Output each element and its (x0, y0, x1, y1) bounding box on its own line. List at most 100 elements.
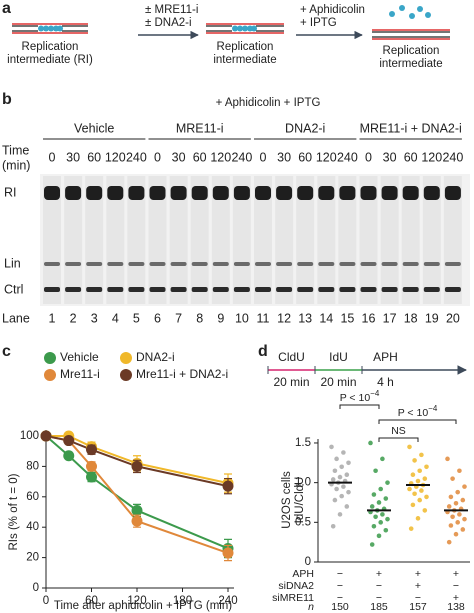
x-tick-label: 240 (218, 595, 237, 607)
dot (445, 456, 450, 462)
band-lin (381, 262, 398, 266)
condition-mark: − (337, 568, 343, 580)
band-ctrl (149, 287, 166, 292)
data-point (63, 450, 75, 462)
condition-mark: + (415, 580, 421, 592)
time-value: 60 (298, 150, 312, 164)
treatment-label: + Aphidicolin + IPTG (216, 97, 321, 109)
dot (450, 514, 455, 520)
band-ri (128, 186, 145, 200)
y-tick-label: 80 (26, 460, 39, 472)
dot (339, 464, 345, 470)
x-tick-label: 60 (85, 595, 98, 607)
lane-number: 14 (319, 311, 333, 325)
lane-number: 19 (425, 311, 439, 325)
step-label: + IPTG (300, 17, 337, 29)
dot (410, 502, 416, 508)
lane-number: 16 (362, 311, 376, 325)
y-axis-label: U2OS cells (281, 471, 293, 529)
panel-letter: b (2, 91, 12, 108)
protocol-label: IdU (329, 350, 348, 364)
lane-number: 6 (154, 311, 161, 325)
lane-number: 15 (340, 311, 354, 325)
band-lin (170, 262, 187, 266)
dot (412, 458, 417, 463)
dot (376, 533, 382, 539)
time-value: 30 (277, 150, 291, 164)
condition-mark: + (453, 592, 459, 604)
dot (457, 468, 462, 474)
comparison-bracket (378, 437, 419, 442)
dot (419, 452, 424, 458)
diagram-label: intermediate (213, 54, 276, 66)
comparison-exponent: −4 (370, 389, 380, 398)
band-ctrl (318, 287, 335, 292)
lane-number: 12 (277, 311, 291, 325)
band-ri (381, 186, 398, 200)
dot (346, 460, 351, 466)
data-point (86, 460, 97, 472)
band-lin (276, 262, 293, 266)
condition-label: siDNA2 (278, 580, 314, 592)
band-lin (128, 262, 145, 266)
n-value: 157 (409, 601, 427, 613)
condition-mark: + (415, 568, 421, 580)
band-ri (44, 186, 60, 200)
band-ctrl (339, 287, 356, 292)
dot (415, 478, 421, 484)
lane-smear (254, 176, 272, 304)
data-point (86, 471, 97, 483)
dot (371, 492, 377, 497)
data-point (63, 435, 75, 447)
time-value: 240 (442, 150, 463, 164)
time-value: 0 (49, 150, 56, 164)
dot (446, 504, 452, 509)
y-tick-label: 100 (20, 430, 39, 442)
n-value: 185 (370, 601, 388, 613)
dot (422, 476, 428, 481)
band-ctrl (381, 287, 398, 292)
x-tick-label: 0 (43, 595, 49, 607)
dot (408, 526, 414, 531)
comparison-bracket (378, 419, 457, 424)
lane-smear (317, 176, 336, 304)
lane-label: Lane (2, 311, 30, 325)
diagram-label: intermediate (379, 58, 442, 70)
time-value: 120 (105, 150, 126, 164)
dot (330, 477, 336, 482)
dot (332, 497, 338, 503)
band-ri (86, 186, 103, 200)
time-value: 240 (337, 150, 358, 164)
lane-smear (190, 176, 209, 304)
dot (369, 504, 375, 509)
lane-smear (359, 176, 378, 304)
condition-mark: − (337, 592, 343, 604)
legend-marker (120, 369, 132, 381)
dot (344, 472, 350, 478)
dot (448, 523, 454, 528)
legend-marker (44, 352, 56, 364)
band-ri (255, 186, 271, 200)
band-lin (255, 262, 271, 266)
comparison-exponent: −4 (428, 404, 438, 413)
legend-label: Mre11-i (60, 367, 100, 381)
lane-smear (296, 176, 315, 304)
dot (373, 514, 378, 520)
band-lin (107, 262, 124, 266)
time-value: 30 (172, 150, 186, 164)
band-ctrl (297, 287, 314, 292)
condition-mark: − (453, 580, 459, 592)
lane-smear (43, 176, 61, 304)
lane-number: 13 (298, 311, 312, 325)
lane-number: 7 (175, 311, 182, 325)
comparison-bracket (339, 404, 380, 409)
band-label: RI (4, 185, 17, 199)
dot (330, 523, 336, 529)
dot (450, 476, 455, 481)
y-axis-label: RIs (% of t = 0) (8, 473, 20, 550)
comparison-label: NS (391, 425, 406, 437)
legend-label: DNA2-i (136, 350, 175, 364)
dot (462, 516, 467, 522)
comparison-label: P < 10−4 (340, 389, 380, 404)
step-label: + Aphidicolin (300, 4, 365, 16)
